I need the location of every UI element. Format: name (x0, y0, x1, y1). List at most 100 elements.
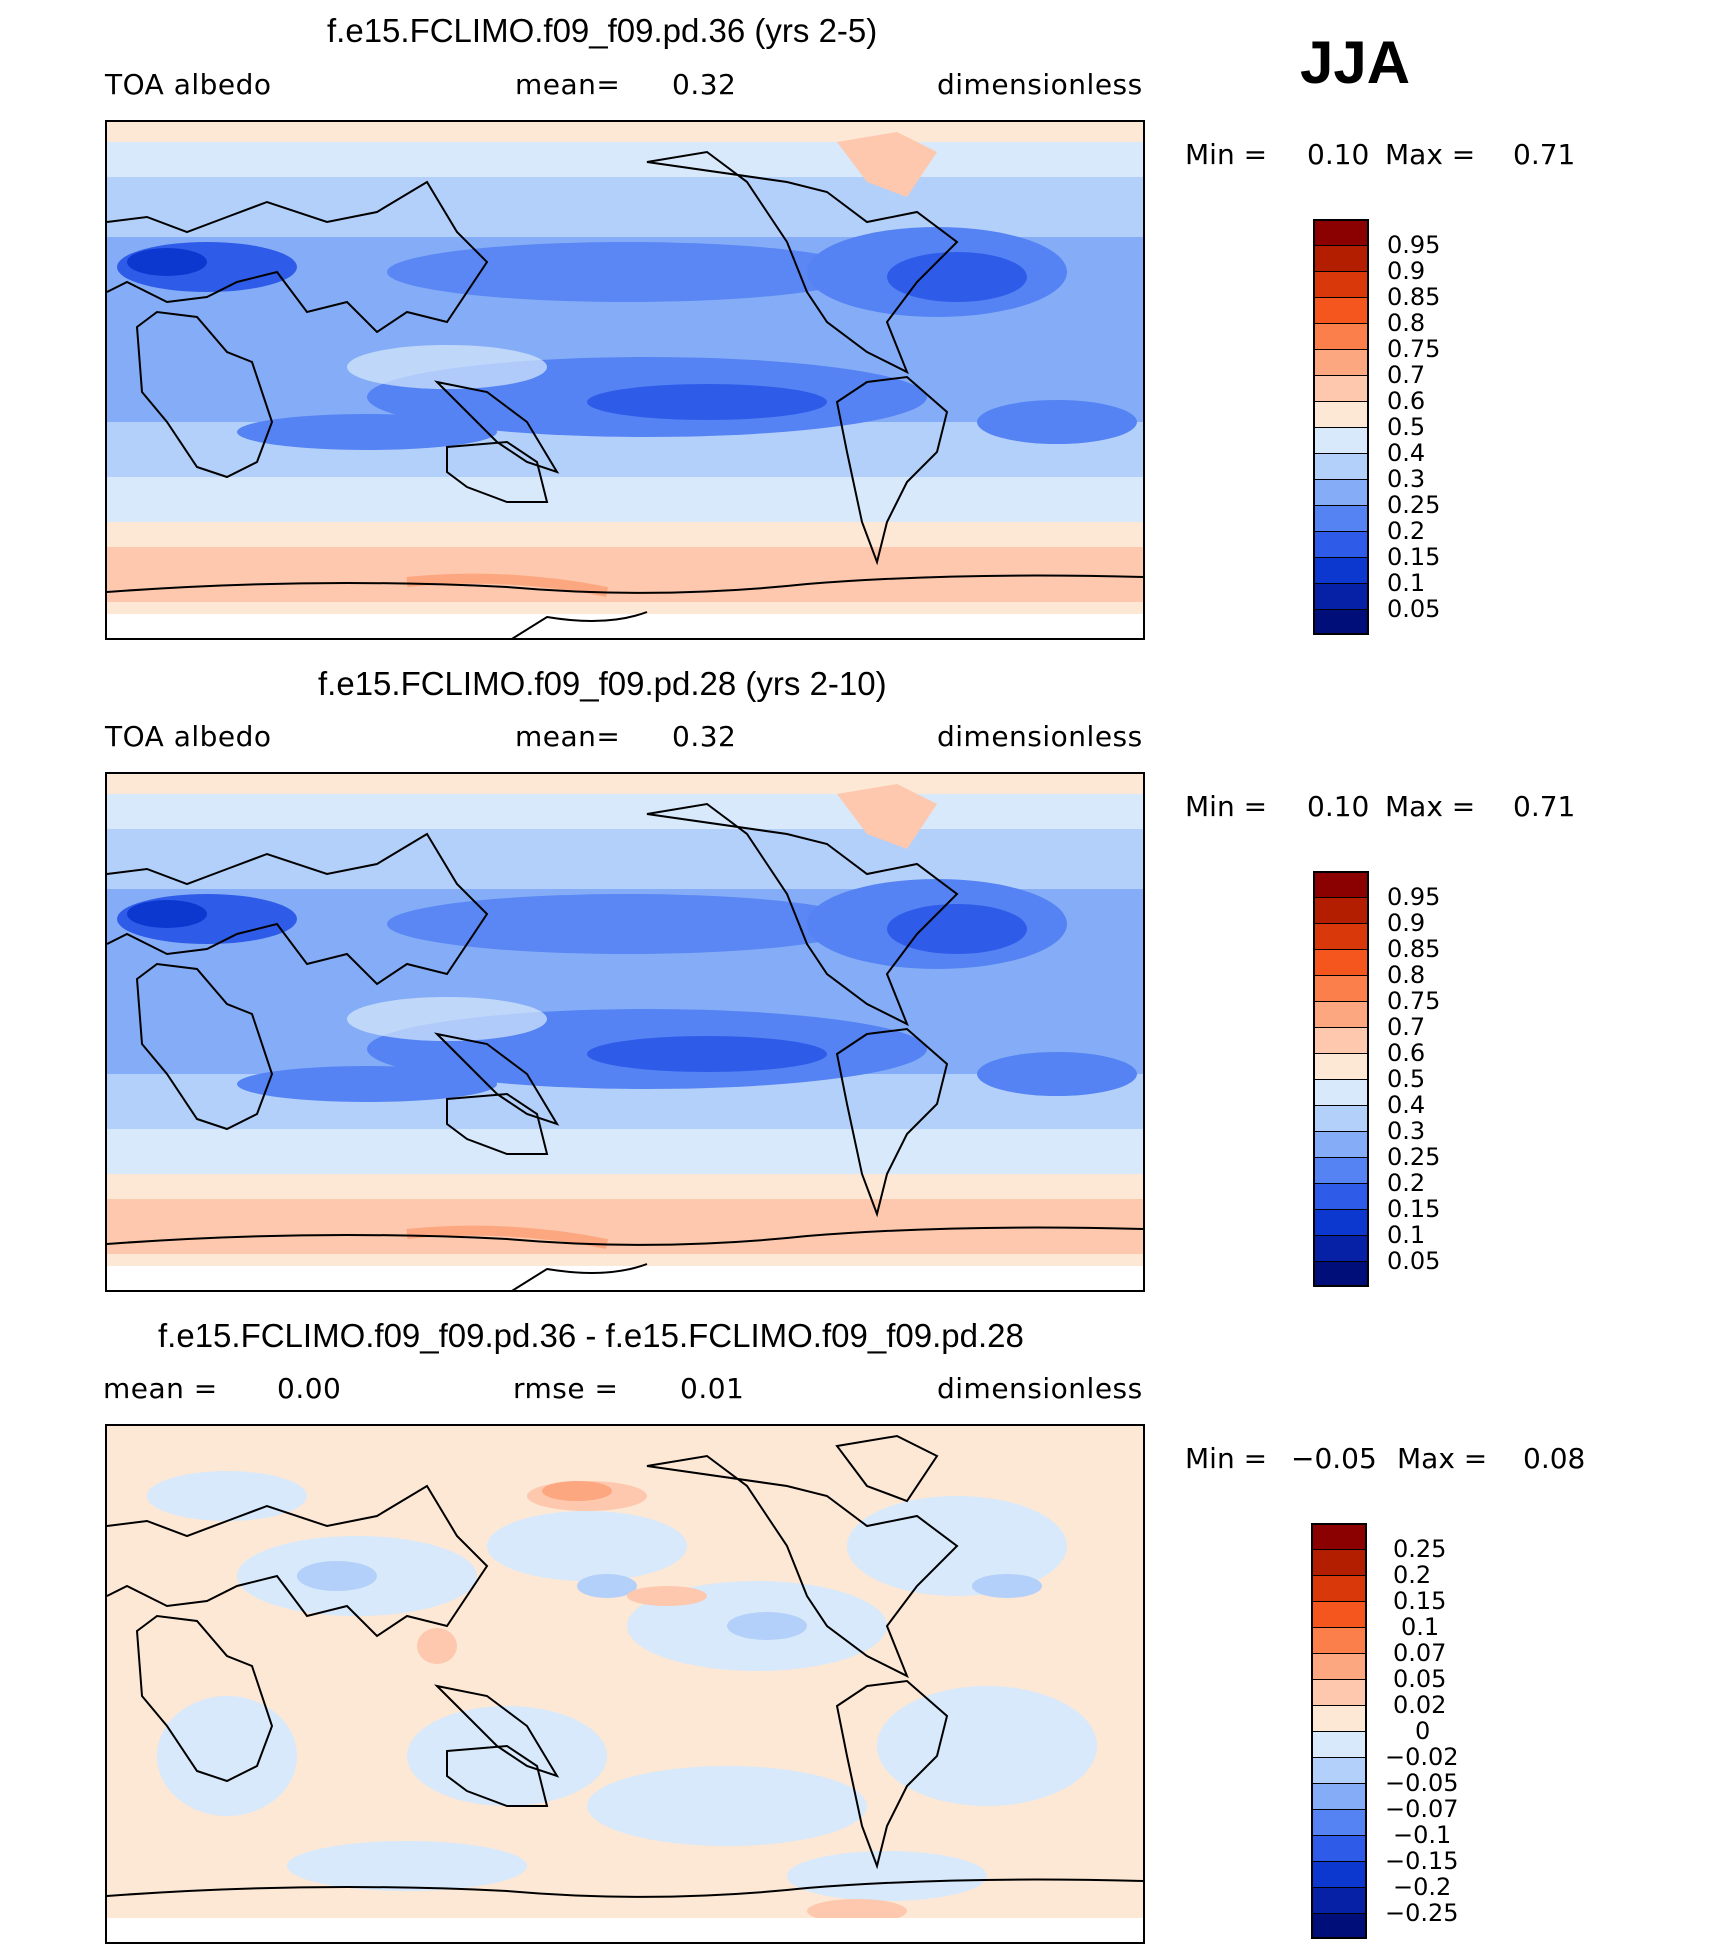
panel-3-rmse-value: 0.01 (680, 1372, 745, 1405)
panel-3-units: dimensionless (937, 1372, 1143, 1405)
colorbar-label: 0.2 (1387, 517, 1426, 545)
colorbar-label: 0.7 (1387, 361, 1426, 389)
colorbar-swatch (1313, 1027, 1369, 1054)
colorbar-label: −0.1 (1393, 1821, 1452, 1849)
colorbar-swatch (1313, 375, 1369, 402)
colorbar-swatch (1313, 583, 1369, 610)
panel-2-mean-label: mean= (515, 720, 621, 753)
colorbar-swatch (1313, 1209, 1369, 1236)
colorbar-swatch (1311, 1601, 1367, 1628)
panel-1-units: dimensionless (937, 68, 1143, 101)
colorbar-label: −0.05 (1385, 1769, 1459, 1797)
panel-2-min-value: 0.10 (1307, 790, 1370, 823)
panel-3-min-value: −0.05 (1291, 1442, 1377, 1475)
colorbar-label: −0.2 (1393, 1873, 1452, 1901)
colorbar-label: 0.25 (1387, 491, 1441, 519)
colorbar-swatch (1311, 1913, 1367, 1939)
colorbar-swatch (1313, 949, 1369, 976)
colorbar-swatch (1311, 1757, 1367, 1784)
panel-3-difference-field (107, 1426, 1143, 1942)
panel-2-title: f.e15.FCLIMO.f09_f09.pd.28 (yrs 2-10) (318, 665, 887, 702)
panel-1-albedo-field (107, 122, 1143, 638)
colorbar-swatch (1313, 505, 1369, 532)
colorbar-label: 0.9 (1387, 257, 1426, 285)
colorbar-swatch (1313, 401, 1369, 428)
colorbar-label: 0.6 (1387, 387, 1426, 415)
colorbar-swatch (1311, 1731, 1367, 1758)
colorbar-label: 0.1 (1387, 569, 1426, 597)
panel-1-max-label: Max = (1385, 138, 1476, 171)
colorbar-label: 0.15 (1387, 1195, 1441, 1223)
panel-3-min-label: Min = (1185, 1442, 1268, 1475)
panel-1-mean-label: mean= (515, 68, 621, 101)
panel-1-max-value: 0.71 (1513, 138, 1576, 171)
colorbar-swatch (1311, 1705, 1367, 1732)
colorbar-label: 0.7 (1387, 1013, 1426, 1041)
colorbar-frame (1313, 871, 1369, 1287)
colorbar-swatch (1313, 219, 1369, 246)
colorbar-swatch (1313, 1079, 1369, 1106)
colorbar-swatch (1313, 1261, 1369, 1287)
colorbar-label: −0.15 (1385, 1847, 1459, 1875)
colorbar-label: 0.75 (1387, 987, 1441, 1015)
panel-1-title: f.e15.FCLIMO.f09_f09.pd.36 (yrs 2-5) (327, 12, 878, 49)
colorbar-swatch (1313, 1105, 1369, 1132)
colorbar-swatch (1311, 1679, 1367, 1706)
colorbar-label: 0.2 (1387, 1169, 1426, 1197)
colorbar-swatch (1313, 609, 1369, 635)
colorbar-label: 0.5 (1387, 413, 1426, 441)
colorbar-swatch (1311, 1627, 1367, 1654)
colorbar-label: 0.02 (1393, 1691, 1447, 1719)
panel-3-map (105, 1424, 1145, 1944)
colorbar-label: 0.85 (1387, 935, 1441, 963)
colorbar-label: 0.05 (1387, 1247, 1441, 1275)
colorbar-swatch (1313, 349, 1369, 376)
colorbar-label: −0.07 (1385, 1795, 1459, 1823)
colorbar-swatch (1313, 297, 1369, 324)
colorbar-label: 0.3 (1387, 465, 1426, 493)
colorbar-label: 0.15 (1387, 543, 1441, 571)
colorbar-swatch (1313, 245, 1369, 272)
colorbar-label: 0.05 (1393, 1665, 1447, 1693)
colorbar-label: 0.95 (1387, 883, 1441, 911)
colorbar-swatch (1313, 453, 1369, 480)
colorbar-swatch (1311, 1549, 1367, 1576)
panel-1-mean-value: 0.32 (672, 68, 737, 101)
colorbar-swatch (1313, 1131, 1369, 1158)
colorbar-label: 0.07 (1393, 1639, 1447, 1667)
panel-3-max-label: Max = (1397, 1442, 1488, 1475)
season-label: JJA (1300, 29, 1411, 96)
colorbar-swatch (1313, 323, 1369, 350)
colorbar-label: 0.3 (1387, 1117, 1426, 1145)
panel-3-mean-label: mean = (103, 1372, 218, 1405)
colorbar-label: 0.6 (1387, 1039, 1426, 1067)
colorbar-label: 0.2 (1393, 1561, 1432, 1589)
colorbar-swatch (1313, 1157, 1369, 1184)
colorbar-label: 0.4 (1387, 439, 1426, 467)
colorbar-swatch (1313, 557, 1369, 584)
colorbar-swatch (1311, 1861, 1367, 1888)
colorbar-label: 0.1 (1387, 1221, 1426, 1249)
colorbar-label: 0.8 (1387, 309, 1426, 337)
colorbar-label: 0.15 (1393, 1587, 1447, 1615)
panel-1-variable: TOA albedo (105, 68, 272, 101)
colorbar-swatch (1313, 975, 1369, 1002)
panel-1-min-label: Min = (1185, 138, 1268, 171)
colorbar-swatch (1313, 479, 1369, 506)
panel-2-units: dimensionless (937, 720, 1143, 753)
colorbar-label: 0.5 (1387, 1065, 1426, 1093)
panel-2-map (105, 772, 1145, 1292)
panel-2-albedo-field (107, 774, 1143, 1290)
colorbar-label: −0.02 (1385, 1743, 1459, 1771)
colorbar-swatch (1313, 1053, 1369, 1080)
colorbar-swatch (1313, 897, 1369, 924)
colorbar-label: 0.75 (1387, 335, 1441, 363)
colorbar-label: 0.05 (1387, 595, 1441, 623)
colorbar-label: 0.4 (1387, 1091, 1426, 1119)
colorbar-label: 0 (1415, 1717, 1431, 1745)
colorbar-label: 0.95 (1387, 231, 1441, 259)
panel-2-max-value: 0.71 (1513, 790, 1576, 823)
colorbar-swatch (1311, 1887, 1367, 1914)
colorbar-label: 0.8 (1387, 961, 1426, 989)
colorbar-swatch (1313, 1183, 1369, 1210)
